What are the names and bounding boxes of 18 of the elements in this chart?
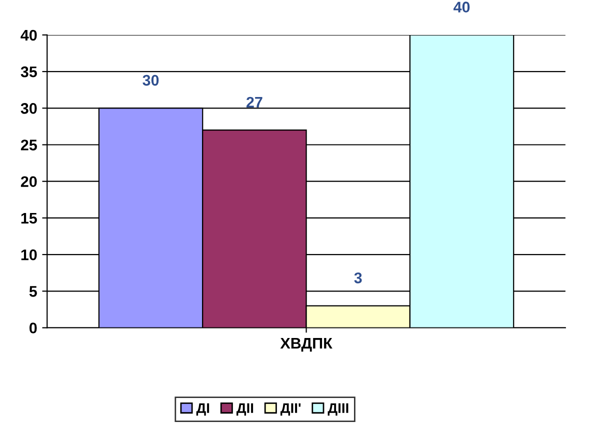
legend-label: ДІІ (236, 403, 254, 416)
y-tick-label: 35 (20, 66, 37, 78)
y-tick-label: 25 (20, 140, 37, 150)
y-tick-label: 15 (21, 212, 37, 224)
data-label: 40 (454, 2, 470, 12)
legend-label: ДІ (196, 403, 210, 416)
data-label: 27 (246, 96, 262, 108)
y-tick-label: 20 (20, 176, 37, 188)
data-label: 3 (354, 272, 362, 284)
y-tick-label: 10 (21, 249, 37, 260)
x-tick-label: ХВДПК (280, 338, 332, 352)
y-tick-label: 40 (20, 30, 37, 41)
y-tick-label: 0 (30, 322, 37, 334)
data-label: 30 (142, 74, 159, 86)
legend-label: ДІІІ (328, 403, 348, 416)
legend-label: ДІІ' (280, 403, 301, 416)
y-tick-label: 5 (29, 286, 37, 297)
y-tick-label: 30 (20, 103, 37, 114)
